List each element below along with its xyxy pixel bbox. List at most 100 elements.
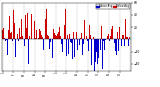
Bar [40, 31, 41, 39]
Bar [8, 30, 9, 39]
Bar [48, 36, 49, 39]
Bar [129, 37, 130, 39]
Bar [44, 26, 45, 39]
Bar [72, 39, 73, 40]
Bar [121, 39, 122, 46]
Bar [82, 39, 83, 55]
Bar [102, 39, 103, 69]
Bar [3, 28, 4, 39]
Bar [18, 39, 19, 41]
Bar [92, 39, 93, 55]
Bar [89, 25, 90, 39]
Bar [110, 36, 111, 39]
Bar [58, 32, 59, 39]
Bar [13, 10, 14, 39]
Bar [103, 39, 104, 41]
Bar [66, 39, 67, 56]
Bar [64, 25, 65, 39]
Bar [38, 38, 39, 39]
Bar [114, 39, 115, 43]
Bar [68, 39, 69, 54]
Bar [107, 36, 108, 39]
Bar [73, 32, 74, 39]
Bar [119, 39, 120, 48]
Bar [87, 39, 88, 41]
Bar [112, 26, 113, 39]
Bar [39, 29, 40, 39]
Bar [124, 39, 125, 46]
Bar [104, 39, 105, 50]
Bar [29, 36, 30, 39]
Bar [101, 26, 102, 39]
Bar [93, 37, 94, 39]
Bar [69, 34, 70, 39]
Bar [11, 32, 12, 39]
Bar [42, 37, 43, 39]
Bar [97, 39, 98, 64]
Legend: Above Avg, Below Avg: Above Avg, Below Avg [96, 4, 130, 9]
Bar [115, 39, 116, 51]
Bar [98, 39, 99, 58]
Bar [36, 30, 37, 39]
Bar [55, 35, 56, 39]
Bar [51, 39, 52, 53]
Bar [20, 37, 21, 39]
Bar [10, 33, 11, 39]
Bar [27, 13, 28, 39]
Bar [26, 28, 27, 39]
Bar [109, 39, 110, 41]
Bar [76, 32, 77, 39]
Bar [16, 23, 17, 39]
Bar [95, 39, 96, 62]
Bar [23, 20, 24, 39]
Bar [106, 33, 107, 39]
Bar [122, 35, 123, 39]
Bar [120, 39, 121, 43]
Bar [83, 39, 84, 44]
Bar [59, 27, 60, 39]
Bar [5, 39, 6, 41]
Bar [14, 23, 15, 39]
Bar [88, 39, 89, 51]
Bar [96, 39, 97, 52]
Bar [35, 38, 36, 39]
Bar [9, 16, 10, 39]
Bar [61, 39, 62, 44]
Bar [62, 39, 63, 52]
Bar [108, 34, 109, 39]
Bar [90, 35, 91, 39]
Bar [116, 39, 117, 55]
Bar [22, 36, 23, 39]
Bar [111, 29, 112, 39]
Bar [67, 35, 68, 39]
Bar [70, 39, 71, 42]
Bar [60, 36, 61, 39]
Bar [118, 39, 119, 51]
Bar [99, 39, 100, 43]
Bar [12, 39, 13, 41]
Bar [79, 39, 80, 45]
Bar [54, 33, 55, 39]
Bar [94, 39, 95, 71]
Bar [53, 29, 54, 39]
Bar [71, 39, 72, 55]
Bar [31, 14, 32, 39]
Bar [80, 38, 81, 39]
Bar [49, 39, 50, 49]
Bar [19, 28, 20, 39]
Bar [21, 19, 22, 39]
Bar [117, 32, 118, 39]
Bar [105, 39, 106, 40]
Bar [81, 33, 82, 39]
Bar [57, 34, 58, 39]
Bar [86, 36, 87, 39]
Bar [45, 19, 46, 39]
Bar [34, 21, 35, 39]
Bar [7, 39, 8, 56]
Bar [41, 35, 42, 39]
Bar [74, 39, 75, 57]
Bar [28, 39, 29, 64]
Bar [56, 36, 57, 39]
Bar [85, 39, 86, 44]
Bar [46, 9, 47, 39]
